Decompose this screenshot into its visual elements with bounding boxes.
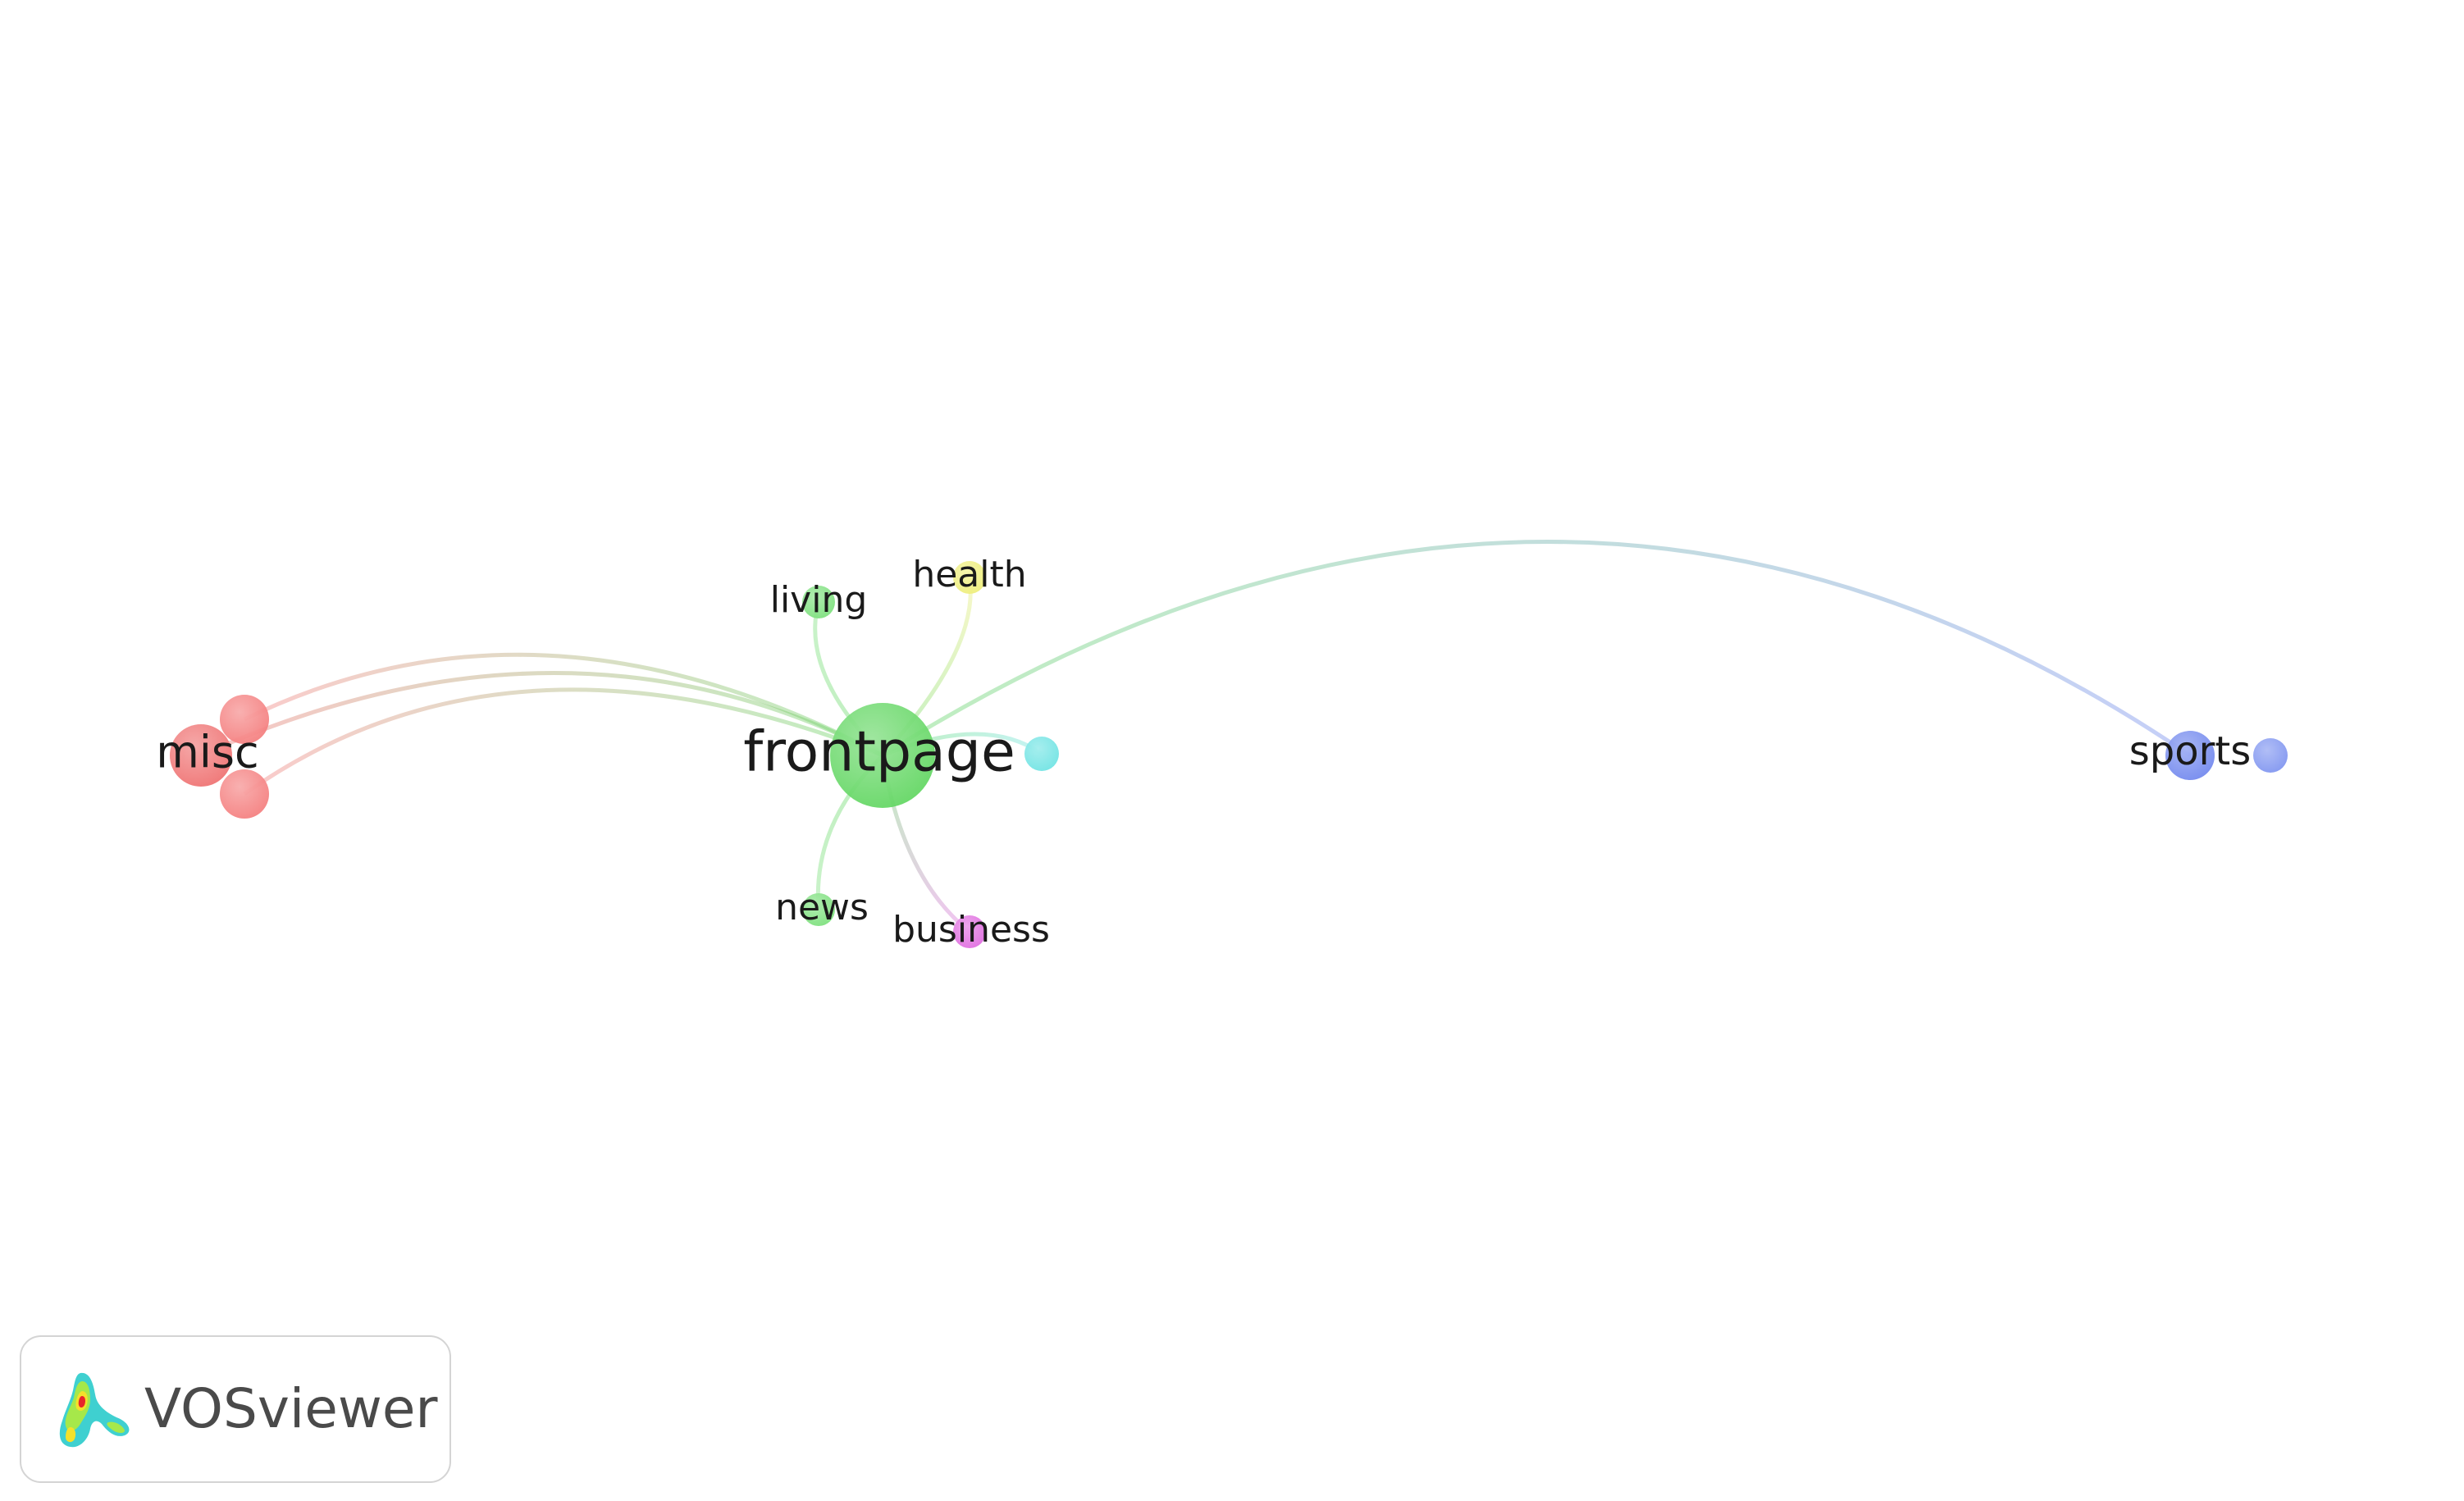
node-label-health: health	[912, 554, 1026, 595]
node-business-highlight	[953, 915, 986, 948]
node-misc-highlight	[170, 724, 232, 787]
node-sports-highlight	[2165, 731, 2215, 780]
node-cyan-highlight	[1024, 737, 1059, 771]
edge-frontpage-misc2	[243, 652, 884, 758]
node-label-news: news	[775, 887, 869, 928]
node-news-highlight	[802, 893, 835, 926]
node-health-highlight	[953, 561, 986, 594]
vosviewer-logo-icon	[59, 1372, 130, 1448]
edge-frontpage-misc3	[243, 687, 883, 796]
node-label-business: business	[892, 909, 1050, 951]
nodes-layer	[170, 561, 2288, 948]
edges-layer	[199, 540, 2192, 933]
node-misc3-highlight	[220, 769, 269, 819]
node-misc2-highlight	[220, 695, 269, 744]
node-frontpage-highlight	[830, 703, 935, 808]
vosviewer-logo: VOSviewer	[20, 1335, 451, 1483]
logo-text: VOSviewer	[144, 1377, 438, 1440]
edge-frontpage-sports	[881, 540, 2192, 758]
node-label-misc: misc	[156, 727, 258, 778]
node-label-living: living	[770, 579, 868, 621]
node-living-highlight	[802, 586, 835, 618]
node-label-frontpage: frontpage	[743, 720, 1015, 785]
node-label-sports: sports	[2129, 728, 2251, 774]
node-sports2-highlight	[2253, 738, 2288, 773]
edge-frontpage-misc	[199, 671, 884, 758]
labels-layer: frontpage misc living health news business spo…	[156, 554, 2251, 951]
